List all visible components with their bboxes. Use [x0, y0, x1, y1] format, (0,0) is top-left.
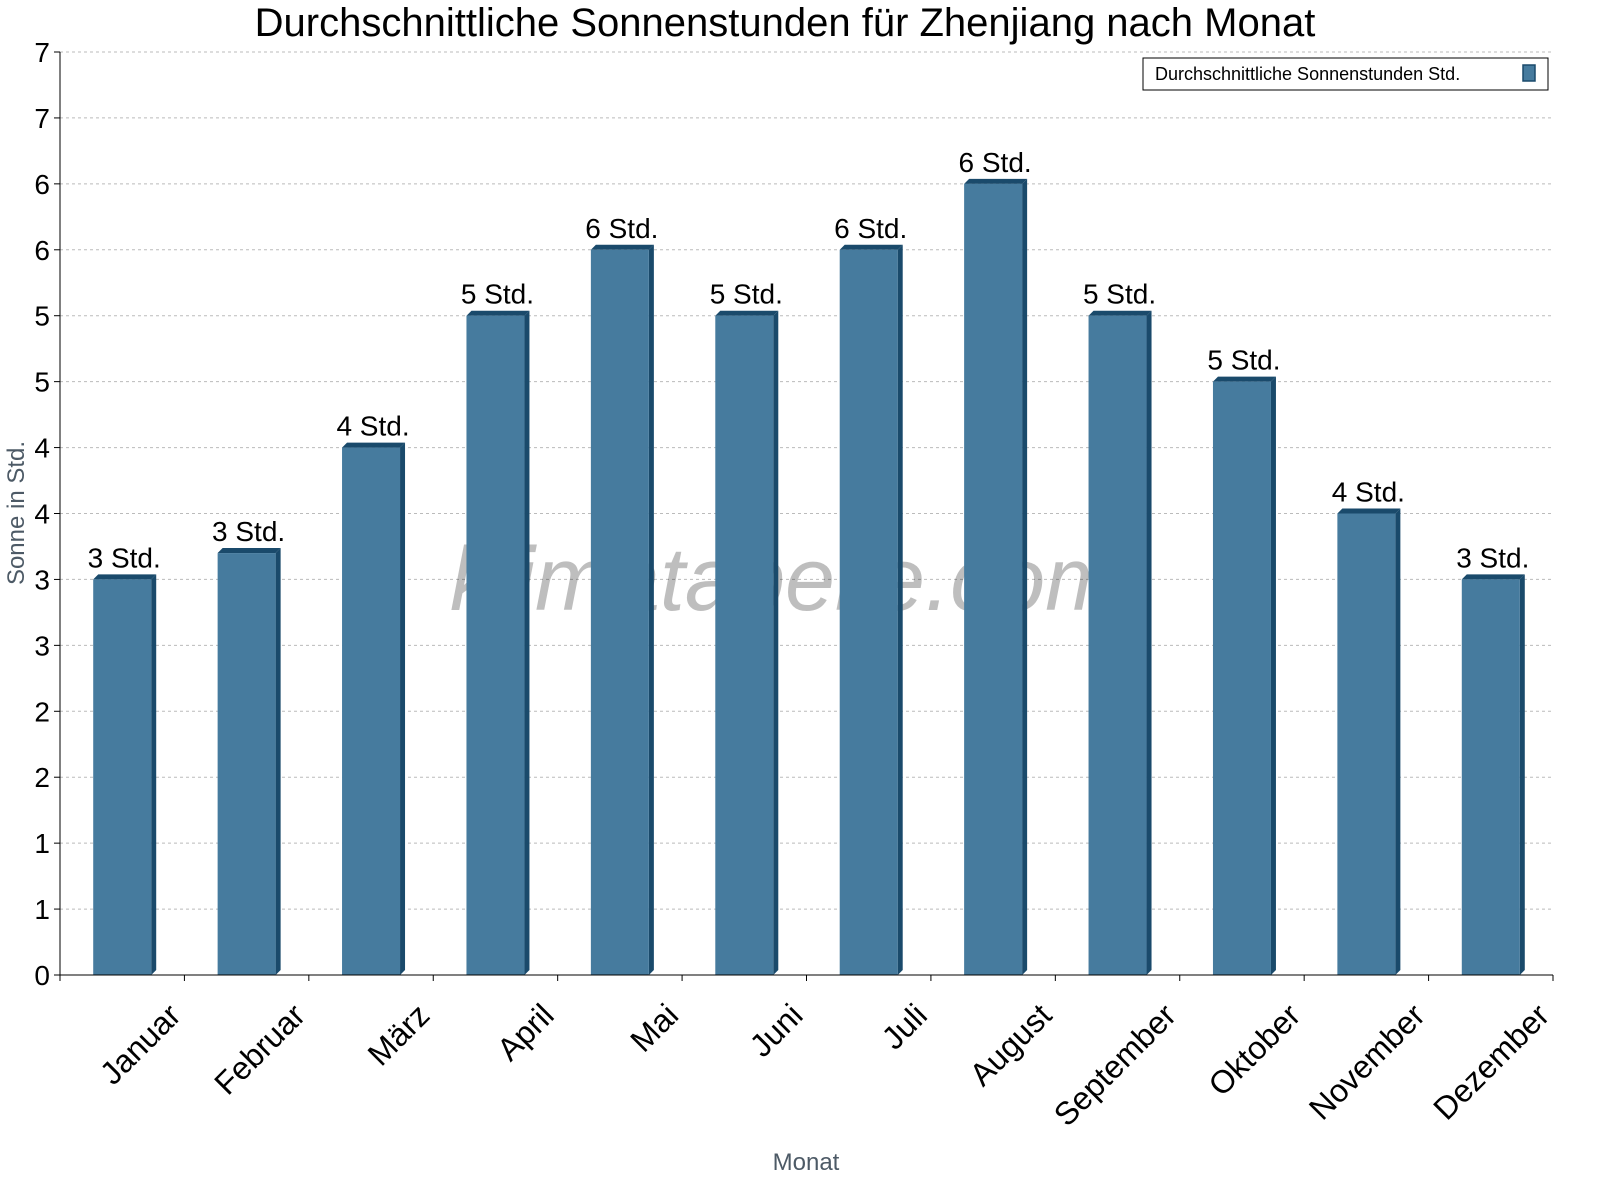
x-axis-label: Monat [773, 1149, 840, 1176]
data-label: 6 Std. [959, 147, 1032, 178]
data-label: 5 Std. [1207, 345, 1280, 376]
x-tick-label: März [361, 997, 437, 1073]
bar-top [93, 574, 157, 580]
x-tick-label: August [963, 997, 1059, 1093]
data-label: 4 Std. [336, 411, 409, 442]
bar-top [839, 244, 903, 250]
x-tick-label: Mai [623, 997, 685, 1059]
bar-side [1146, 310, 1152, 975]
legend-box [1142, 57, 1549, 91]
bar [217, 553, 276, 975]
bar-top [964, 178, 1028, 184]
bar-top [1088, 310, 1152, 316]
x-tick-label: Juli [875, 997, 934, 1056]
bar [1337, 513, 1396, 975]
chart-title: Durchschnittliche Sonnenstunden für Zhen… [255, 1, 1316, 45]
bar-top [466, 310, 530, 316]
data-label: 5 Std. [1083, 279, 1156, 310]
bar-side [897, 244, 903, 976]
bar-side [275, 548, 281, 975]
y-tick-label: 1 [34, 894, 50, 925]
bar [342, 447, 401, 976]
y-tick-label: 6 [34, 235, 50, 266]
y-tick-label: 0 [34, 960, 50, 991]
y-tick-label: 1 [34, 828, 50, 859]
bar [964, 183, 1023, 975]
bar [839, 249, 898, 976]
bar-top [217, 548, 281, 554]
bar-side [773, 310, 779, 975]
bar-top [1337, 508, 1401, 514]
y-tick-label: 4 [34, 433, 50, 464]
bar [590, 249, 649, 976]
data-label: 5 Std. [461, 279, 534, 310]
x-tick-label: November [1302, 997, 1432, 1127]
y-tick-label: 6 [34, 169, 50, 200]
bar-top [590, 244, 654, 250]
bar [1088, 315, 1147, 975]
y-tick-label: 2 [34, 696, 50, 727]
bar-side [151, 574, 157, 975]
y-tick-label: 2 [34, 762, 50, 793]
y-tick-label: 5 [34, 367, 50, 398]
bar [466, 315, 525, 975]
bar-side [1519, 574, 1525, 975]
bar [715, 315, 774, 975]
bar-side [400, 442, 406, 976]
bar-side [1395, 508, 1401, 975]
grid [60, 51, 1553, 910]
bar [1212, 381, 1271, 976]
y-tick-label: 3 [34, 564, 50, 595]
legend-label: Durchschnittliche Sonnenstunden Std. [1155, 64, 1460, 84]
x-tick-label: Februar [207, 997, 312, 1102]
y-tick-label: 7 [34, 103, 50, 134]
bar [1461, 579, 1520, 975]
y-tick-label: 4 [34, 499, 50, 530]
bar-side [524, 310, 530, 975]
bar-side [648, 244, 654, 976]
x-tick-label: Juni [743, 997, 810, 1064]
data-label: 6 Std. [834, 213, 907, 244]
legend: Durchschnittliche Sonnenstunden Std. [1142, 57, 1549, 91]
data-label: 6 Std. [585, 213, 658, 244]
x-tick-label: September [1047, 997, 1183, 1133]
legend-swatch [1522, 64, 1536, 82]
bar-top [715, 310, 779, 316]
x-tick-label: Oktober [1201, 997, 1307, 1103]
bar-side [1270, 376, 1276, 976]
y-tick-label: 3 [34, 630, 50, 661]
bar-top [1212, 376, 1276, 382]
y-tick-label: 7 [34, 37, 50, 68]
data-label: 3 Std. [88, 542, 161, 573]
data-label: 3 Std. [212, 516, 285, 547]
y-tick-label: 5 [34, 301, 50, 332]
x-tick-label: Januar [93, 997, 188, 1092]
data-label: 5 Std. [710, 279, 783, 310]
bars: 3 Std. 3 Std. 4 Std. 5 Std. 6 Std. 5 Std. 6 St… [88, 147, 1529, 976]
bar-top [1461, 574, 1525, 580]
y-axis-label: Sonne in Std. [3, 441, 30, 585]
bar-side [1022, 178, 1028, 975]
bar [93, 579, 152, 975]
bar-top [342, 442, 406, 448]
x-tick-label: Dezember [1426, 997, 1556, 1127]
data-label: 4 Std. [1332, 477, 1405, 508]
x-tick-label: April [490, 997, 561, 1068]
data-label: 3 Std. [1456, 542, 1529, 573]
